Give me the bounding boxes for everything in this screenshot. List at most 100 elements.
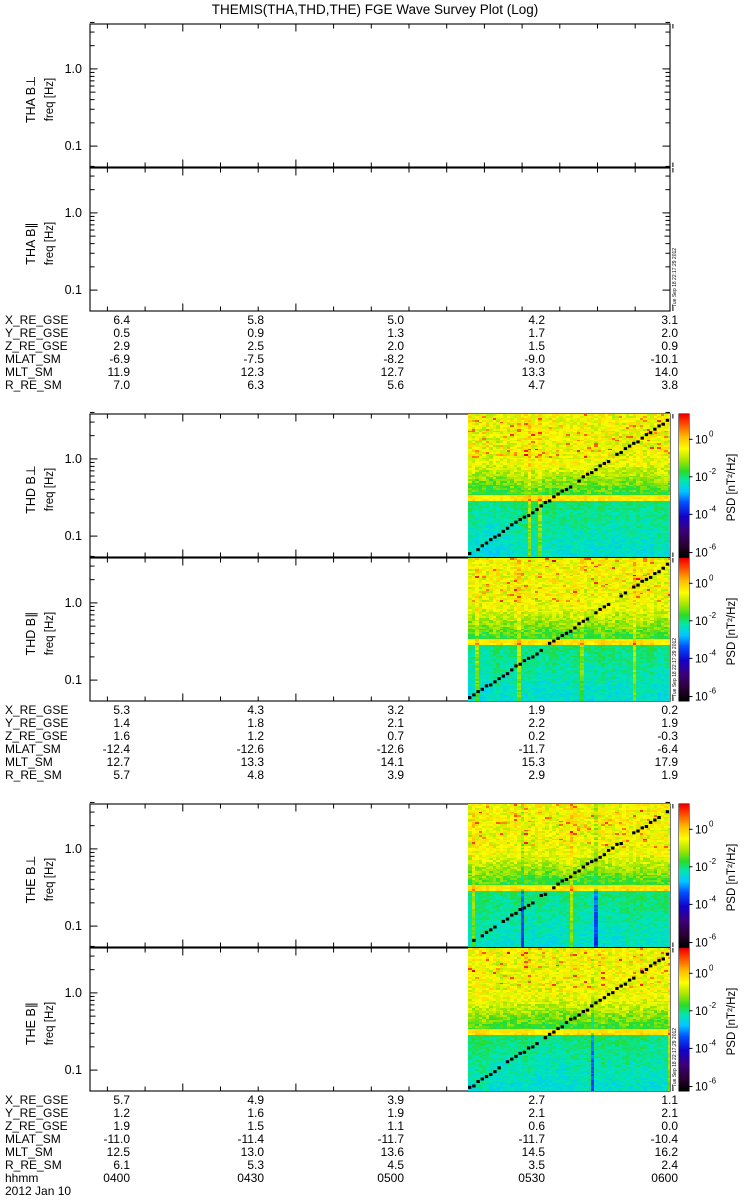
svg-text:1.7: 1.7 (528, 326, 545, 340)
svg-text:4.7: 4.7 (528, 378, 545, 392)
svg-text:THA B⊥: THA B⊥ (24, 76, 38, 123)
svg-text:-6.9: -6.9 (109, 352, 130, 366)
svg-text:MLT_SM: MLT_SM (5, 1145, 53, 1159)
svg-text:X_RE_GSE: X_RE_GSE (5, 703, 68, 717)
svg-text:1.1: 1.1 (387, 1119, 404, 1133)
svg-text:1.9: 1.9 (661, 716, 678, 730)
svg-text:1.9: 1.9 (661, 768, 678, 782)
svg-text:4.3: 4.3 (247, 703, 264, 717)
svg-text:X_RE_GSE: X_RE_GSE (5, 313, 68, 327)
svg-text:10: 10 (695, 578, 708, 590)
svg-text:4.9: 4.9 (247, 1093, 264, 1107)
svg-text:2.2: 2.2 (528, 716, 545, 730)
svg-text:1.5: 1.5 (247, 1119, 264, 1133)
svg-text:0530: 0530 (518, 1171, 545, 1185)
svg-text:3.5: 3.5 (528, 1158, 545, 1172)
svg-text:-11.7: -11.7 (378, 1132, 405, 1146)
svg-text:2.9: 2.9 (113, 339, 130, 353)
svg-text:0.1: 0.1 (65, 919, 82, 933)
svg-text:1.4: 1.4 (113, 716, 130, 730)
svg-text:1.0: 1.0 (65, 986, 82, 1000)
svg-text:16.2: 16.2 (655, 1145, 679, 1159)
svg-text:0.9: 0.9 (661, 339, 678, 353)
svg-text:10: 10 (695, 862, 708, 874)
svg-text:5.6: 5.6 (387, 378, 404, 392)
svg-text:-12.6: -12.6 (237, 742, 265, 756)
svg-text:13.3: 13.3 (522, 365, 546, 379)
svg-text:THA B∥: THA B∥ (24, 222, 38, 264)
svg-text:-0.3: -0.3 (657, 729, 678, 743)
svg-text:2.1: 2.1 (528, 1106, 545, 1120)
svg-text:5.7: 5.7 (113, 1093, 130, 1107)
svg-text:1.2: 1.2 (247, 729, 264, 743)
svg-text:-11.0: -11.0 (104, 1132, 131, 1146)
svg-text:0.1: 0.1 (65, 529, 82, 543)
svg-text:3.2: 3.2 (387, 703, 404, 717)
svg-text:R_RE_SM: R_RE_SM (5, 378, 62, 392)
svg-text:-6: -6 (709, 1077, 717, 1086)
svg-text:-4: -4 (709, 1038, 717, 1047)
svg-text:-2: -2 (709, 1001, 717, 1010)
svg-text:-4: -4 (709, 504, 717, 513)
svg-text:Y_RE_GSE: Y_RE_GSE (5, 1106, 68, 1120)
svg-text:5.7: 5.7 (113, 768, 130, 782)
svg-text:10: 10 (695, 938, 708, 950)
svg-text:THD B⊥: THD B⊥ (24, 465, 38, 514)
svg-text:-6: -6 (709, 687, 717, 696)
svg-text:freq [Hz]: freq [Hz] (44, 612, 56, 655)
svg-text:0.6: 0.6 (528, 1119, 545, 1133)
svg-text:1.3: 1.3 (387, 326, 404, 340)
svg-text:-2: -2 (709, 611, 717, 620)
svg-text:MLAT_SM: MLAT_SM (5, 742, 61, 756)
svg-text:10: 10 (695, 472, 708, 484)
svg-text:0.1: 0.1 (65, 1063, 82, 1077)
svg-text:5.8: 5.8 (247, 313, 264, 327)
svg-text:6.1: 6.1 (113, 1158, 130, 1172)
svg-text:1.9: 1.9 (387, 1106, 404, 1120)
svg-text:-10.4: -10.4 (651, 1132, 679, 1146)
svg-text:1.5: 1.5 (528, 339, 545, 353)
svg-text:-11.7: -11.7 (519, 742, 546, 756)
svg-text:R_RE_SM: R_RE_SM (5, 768, 62, 782)
svg-text:0430: 0430 (237, 1171, 264, 1185)
svg-text:13.0: 13.0 (241, 1145, 265, 1159)
svg-text:1.0: 1.0 (65, 62, 82, 76)
svg-text:4.2: 4.2 (528, 313, 545, 327)
svg-text:Tue Sep 18 22:17:29 2012: Tue Sep 18 22:17:29 2012 (672, 1028, 678, 1087)
svg-text:0.1: 0.1 (65, 139, 82, 153)
svg-text:10: 10 (695, 653, 708, 665)
svg-text:freq [Hz]: freq [Hz] (44, 222, 56, 265)
svg-text:freq [Hz]: freq [Hz] (44, 78, 56, 121)
svg-text:-7.5: -7.5 (243, 352, 264, 366)
svg-text:2012 Jan 10: 2012 Jan 10 (5, 1184, 71, 1198)
svg-text:4.8: 4.8 (247, 768, 264, 782)
svg-text:12.7: 12.7 (381, 365, 405, 379)
svg-text:10: 10 (695, 434, 708, 446)
svg-text:6.4: 6.4 (113, 313, 130, 327)
svg-text:0.9: 0.9 (247, 326, 264, 340)
svg-text:Y_RE_GSE: Y_RE_GSE (5, 326, 68, 340)
svg-text:Tue Sep 18 22:17:29 2012: Tue Sep 18 22:17:29 2012 (672, 248, 678, 307)
svg-text:freq [Hz]: freq [Hz] (44, 858, 56, 901)
svg-text:-6: -6 (709, 933, 717, 942)
svg-text:THE B⊥: THE B⊥ (24, 856, 38, 904)
svg-text:0: 0 (709, 963, 714, 972)
svg-text:13.6: 13.6 (381, 1145, 405, 1159)
svg-text:13.3: 13.3 (241, 755, 265, 769)
svg-text:MLT_SM: MLT_SM (5, 755, 53, 769)
svg-text:12.3: 12.3 (241, 365, 265, 379)
svg-text:1.8: 1.8 (247, 716, 264, 730)
svg-text:4.5: 4.5 (387, 1158, 404, 1172)
svg-text:0.2: 0.2 (528, 729, 545, 743)
svg-text:-10.1: -10.1 (651, 352, 679, 366)
svg-text:5.3: 5.3 (113, 703, 130, 717)
svg-text:-11.7: -11.7 (519, 1132, 546, 1146)
svg-text:PSD [nT²/Hz]: PSD [nT²/Hz] (726, 988, 738, 1056)
svg-text:0.1: 0.1 (65, 283, 82, 297)
svg-text:PSD [nT²/Hz]: PSD [nT²/Hz] (726, 454, 738, 522)
svg-text:-4: -4 (709, 894, 717, 903)
svg-text:Y_RE_GSE: Y_RE_GSE (5, 716, 68, 730)
svg-text:2.5: 2.5 (247, 339, 264, 353)
svg-text:10: 10 (695, 1043, 708, 1055)
svg-text:0.2: 0.2 (661, 703, 678, 717)
